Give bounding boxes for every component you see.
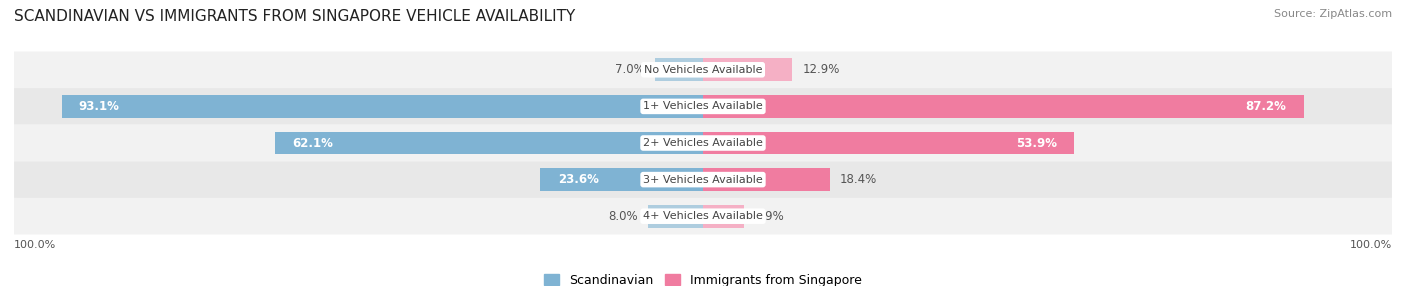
Bar: [276, 132, 703, 154]
Bar: [703, 168, 830, 191]
Text: No Vehicles Available: No Vehicles Available: [644, 65, 762, 75]
Text: Source: ZipAtlas.com: Source: ZipAtlas.com: [1274, 9, 1392, 19]
FancyBboxPatch shape: [17, 126, 1389, 160]
Text: 100.0%: 100.0%: [14, 240, 56, 250]
Text: 18.4%: 18.4%: [841, 173, 877, 186]
Bar: [648, 205, 703, 228]
Text: 8.0%: 8.0%: [607, 210, 637, 223]
FancyBboxPatch shape: [14, 198, 1392, 235]
Bar: [703, 132, 1074, 154]
FancyBboxPatch shape: [14, 161, 1392, 198]
FancyBboxPatch shape: [17, 52, 1389, 87]
Text: 12.9%: 12.9%: [803, 63, 839, 76]
Text: 5.9%: 5.9%: [754, 210, 783, 223]
Bar: [703, 205, 744, 228]
FancyBboxPatch shape: [17, 199, 1389, 234]
Text: 4+ Vehicles Available: 4+ Vehicles Available: [643, 211, 763, 221]
FancyBboxPatch shape: [17, 89, 1389, 124]
Bar: [655, 58, 703, 81]
Bar: [703, 58, 792, 81]
Legend: Scandinavian, Immigrants from Singapore: Scandinavian, Immigrants from Singapore: [544, 274, 862, 286]
Text: 7.0%: 7.0%: [614, 63, 644, 76]
Text: 93.1%: 93.1%: [79, 100, 120, 113]
Text: 87.2%: 87.2%: [1246, 100, 1286, 113]
FancyBboxPatch shape: [14, 125, 1392, 161]
FancyBboxPatch shape: [14, 88, 1392, 125]
Text: 100.0%: 100.0%: [1350, 240, 1392, 250]
Text: 1+ Vehicles Available: 1+ Vehicles Available: [643, 102, 763, 111]
Bar: [62, 95, 703, 118]
Text: 62.1%: 62.1%: [292, 136, 333, 150]
Text: 2+ Vehicles Available: 2+ Vehicles Available: [643, 138, 763, 148]
Text: 3+ Vehicles Available: 3+ Vehicles Available: [643, 175, 763, 184]
Text: 53.9%: 53.9%: [1017, 136, 1057, 150]
Bar: [540, 168, 703, 191]
FancyBboxPatch shape: [14, 51, 1392, 88]
Text: 23.6%: 23.6%: [558, 173, 599, 186]
FancyBboxPatch shape: [17, 162, 1389, 197]
Text: SCANDINAVIAN VS IMMIGRANTS FROM SINGAPORE VEHICLE AVAILABILITY: SCANDINAVIAN VS IMMIGRANTS FROM SINGAPOR…: [14, 9, 575, 23]
Bar: [703, 95, 1303, 118]
